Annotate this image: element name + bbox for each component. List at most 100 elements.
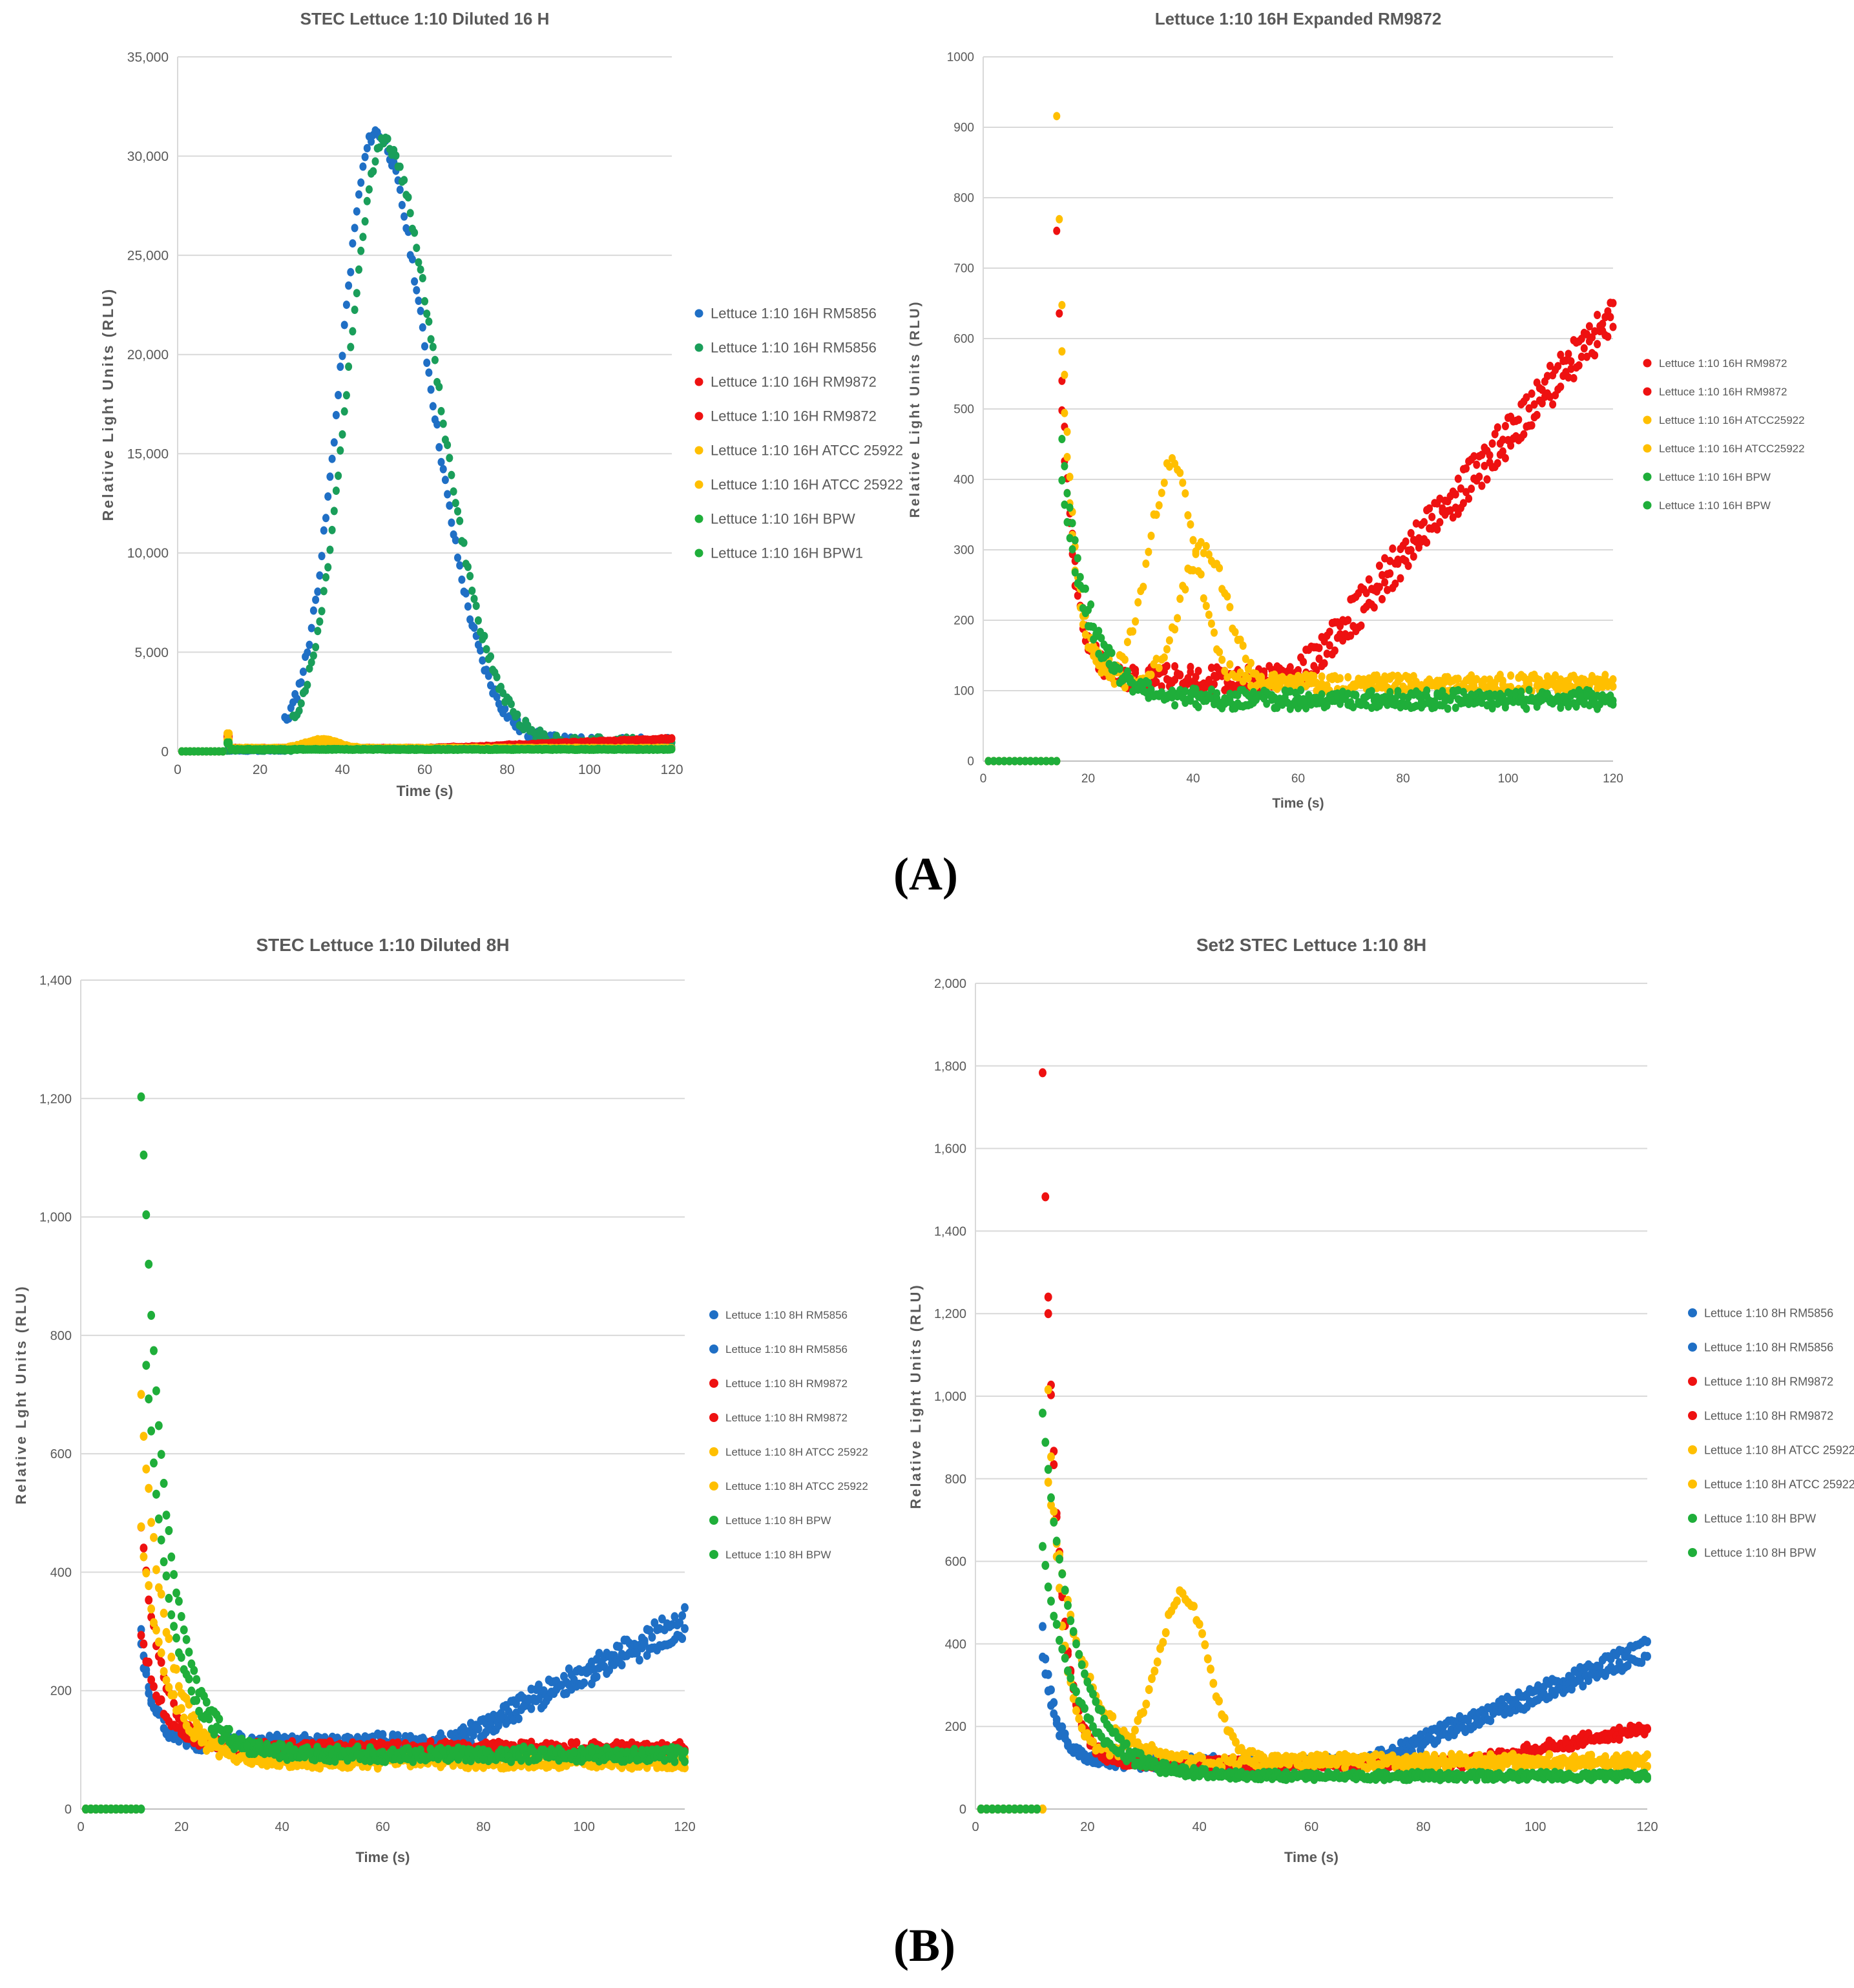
data-point: [1090, 642, 1098, 651]
data-point: [1176, 468, 1184, 477]
data-point: [1452, 675, 1459, 684]
data-point: [170, 1622, 178, 1631]
y-axis-label: Relative Lght Units (RLU): [13, 1284, 29, 1504]
data-point: [1407, 546, 1415, 554]
data-point: [1163, 645, 1171, 654]
data-point: [464, 1763, 472, 1773]
data-point: [1315, 654, 1323, 664]
data-point: [355, 265, 363, 274]
data-point: [160, 1608, 168, 1618]
data-point: [1444, 673, 1452, 682]
data-point: [1591, 327, 1599, 336]
data-point: [635, 1655, 643, 1665]
data-point: [1523, 704, 1530, 713]
data-point: [1601, 671, 1609, 680]
data-point: [318, 607, 326, 616]
data-point: [1184, 674, 1192, 683]
data-point: [147, 1426, 156, 1436]
x-tick-label: 60: [417, 762, 432, 777]
data-point: [273, 1744, 281, 1754]
data-point: [462, 589, 470, 598]
data-point: [501, 704, 509, 713]
data-point: [1184, 511, 1192, 520]
data-point: [1236, 668, 1244, 677]
data-point: [439, 419, 447, 428]
data-point: [1567, 357, 1575, 366]
data-point: [1538, 385, 1546, 394]
data-point: [433, 420, 441, 429]
data-point: [1231, 627, 1239, 636]
data-point: [320, 526, 328, 535]
legend-label: Lettuce 1:10 16H RM5856: [711, 306, 877, 322]
data-point: [1536, 676, 1543, 685]
data-point: [421, 297, 429, 306]
data-point: [1575, 361, 1583, 370]
data-point: [1158, 682, 1165, 691]
data-point: [1182, 489, 1189, 498]
data-point: [326, 472, 334, 481]
data-point: [474, 616, 482, 625]
data-point: [140, 1552, 148, 1562]
data-point: [1063, 518, 1071, 527]
data-point: [1110, 679, 1118, 688]
data-point: [1171, 662, 1179, 671]
data-point: [1420, 700, 1428, 708]
data-point: [1594, 311, 1601, 319]
data-point: [1468, 671, 1475, 680]
data-point: [1056, 214, 1063, 224]
data-point: [1068, 545, 1076, 554]
data-point: [142, 1464, 151, 1474]
data-point: [493, 673, 501, 682]
data-point: [1604, 332, 1612, 341]
data-point: [337, 446, 344, 455]
data-point: [137, 1092, 145, 1102]
data-point: [1189, 536, 1197, 545]
data-point: [379, 1730, 387, 1739]
data-point: [1273, 703, 1281, 712]
x-tick-label: 60: [375, 1820, 390, 1834]
data-point: [1499, 447, 1506, 456]
data-point: [493, 693, 501, 702]
data-point: [1426, 696, 1433, 705]
data-point: [1171, 625, 1179, 634]
data-point: [150, 1618, 158, 1627]
data-point: [1399, 682, 1407, 691]
data-point: [1016, 757, 1024, 766]
data-point: [357, 246, 365, 255]
data-point: [355, 190, 363, 199]
data-point: [1226, 689, 1234, 698]
data-point: [1058, 476, 1066, 485]
data-point: [1520, 430, 1528, 439]
data-point: [671, 1612, 679, 1622]
x-tick-label: 0: [77, 1820, 84, 1834]
data-point: [1481, 461, 1488, 470]
x-tick-label: 0: [174, 762, 182, 777]
data-point: [1323, 681, 1331, 690]
data-point: [202, 1697, 211, 1707]
data-point: [185, 1648, 193, 1657]
data-point: [1491, 430, 1499, 439]
data-point: [1528, 389, 1536, 398]
data-point: [453, 553, 462, 562]
data-point: [1058, 435, 1066, 443]
data-point: [152, 1489, 160, 1499]
data-point: [678, 1611, 687, 1620]
data-point: [1140, 582, 1147, 591]
data-point: [1570, 373, 1578, 382]
data-point: [293, 1761, 301, 1770]
data-point: [142, 1568, 151, 1578]
data-point: [1394, 671, 1402, 680]
x-tick-label: 100: [578, 762, 601, 777]
data-point: [1300, 698, 1307, 707]
data-point: [425, 317, 433, 326]
data-point: [361, 152, 369, 162]
y-tick-label: 600: [953, 333, 974, 346]
data-point: [1200, 594, 1207, 603]
data-point: [1194, 702, 1202, 711]
x-tick-label: 40: [1186, 772, 1200, 786]
data-point: [340, 407, 348, 416]
data-point: [145, 1483, 153, 1493]
x-tick-label: 20: [174, 1820, 189, 1834]
data-point: [450, 487, 457, 496]
legend-label: Lettuce 1:10 16H ATCC25922: [1659, 443, 1805, 455]
